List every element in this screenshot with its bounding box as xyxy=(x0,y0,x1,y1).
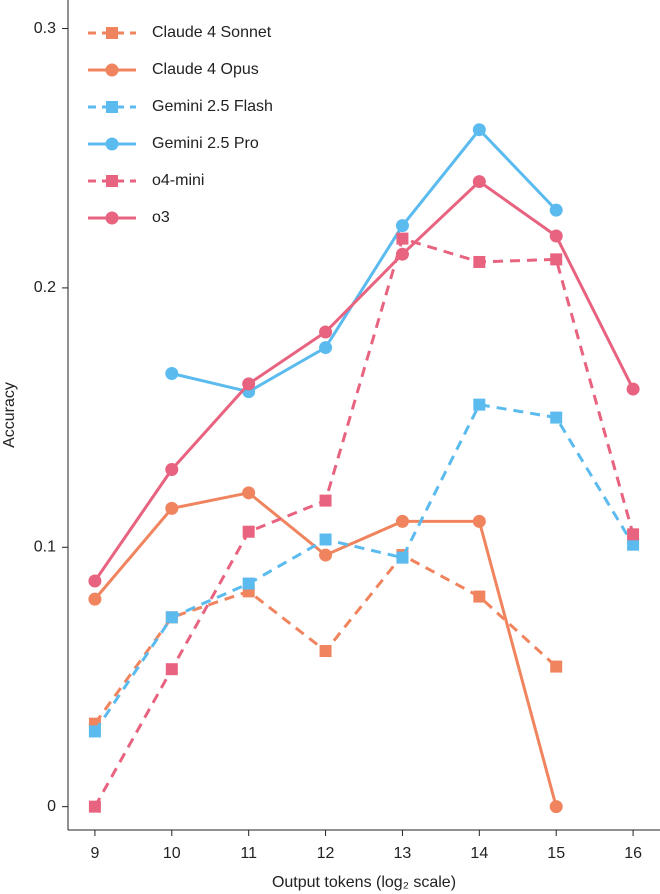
data-point xyxy=(549,800,563,814)
data-point xyxy=(396,232,409,245)
legend-label: Claude 4 Sonnet xyxy=(152,24,272,41)
x-tick-label: 15 xyxy=(547,845,565,862)
data-point xyxy=(395,219,409,233)
series-line xyxy=(93,402,635,733)
data-point xyxy=(472,514,486,528)
legend-label: Gemini 2.5 Pro xyxy=(152,135,259,152)
x-tick-label: 16 xyxy=(624,845,642,862)
legend-marker xyxy=(106,175,118,187)
x-tick-label: 10 xyxy=(163,845,181,862)
data-point xyxy=(473,398,486,411)
data-point xyxy=(242,525,255,538)
data-point xyxy=(242,577,255,590)
data-point xyxy=(472,175,486,189)
data-point xyxy=(550,660,563,673)
data-point xyxy=(165,501,179,515)
data-point xyxy=(165,611,178,624)
data-point xyxy=(88,800,101,813)
data-point xyxy=(472,123,486,137)
data-point xyxy=(473,255,486,268)
series-line xyxy=(93,179,635,582)
data-point xyxy=(319,533,332,546)
x-tick-label: 14 xyxy=(470,845,488,862)
y-tick-label: 0 xyxy=(47,798,56,815)
series-line xyxy=(93,236,635,808)
data-point xyxy=(88,725,101,738)
legend-marker xyxy=(105,137,119,151)
data-point xyxy=(319,645,332,658)
data-point xyxy=(627,538,640,551)
legend-marker xyxy=(105,211,119,225)
data-point xyxy=(165,663,178,676)
x-tick-label: 11 xyxy=(240,845,257,862)
legend-label: o3 xyxy=(152,209,170,226)
x-tick-label: 13 xyxy=(394,845,412,862)
data-point xyxy=(550,253,563,266)
x-tick-label: 12 xyxy=(317,845,335,862)
data-point xyxy=(88,592,102,606)
y-tick-label: 0.3 xyxy=(34,20,56,37)
data-point xyxy=(88,574,102,588)
series-line xyxy=(93,553,558,725)
data-point xyxy=(165,367,179,380)
x-axis-label: Output tokens (log₂ scale) xyxy=(272,874,456,891)
data-point xyxy=(165,462,179,476)
data-point xyxy=(549,229,563,243)
y-axis-label: Accuracy xyxy=(1,382,18,448)
data-point xyxy=(319,494,332,507)
legend-label: Gemini 2.5 Flash xyxy=(152,98,273,115)
data-point xyxy=(395,514,409,528)
data-point xyxy=(549,203,563,217)
data-point xyxy=(550,411,563,424)
data-point xyxy=(395,247,409,261)
y-tick-label: 0.2 xyxy=(34,279,56,296)
legend-marker xyxy=(105,63,119,77)
data-point xyxy=(626,382,640,396)
series-line xyxy=(171,127,558,394)
legend-label: Claude 4 Opus xyxy=(152,61,259,78)
legend-marker xyxy=(106,101,118,113)
data-point xyxy=(396,551,409,564)
x-tick-label: 9 xyxy=(90,845,99,862)
data-point xyxy=(319,548,333,562)
data-point xyxy=(473,590,486,603)
legend-marker xyxy=(106,27,118,39)
y-tick-label: 0.1 xyxy=(34,539,56,556)
data-point xyxy=(319,341,333,355)
data-point xyxy=(319,325,333,339)
data-point xyxy=(242,486,256,500)
legend-label: o4-mini xyxy=(152,172,204,189)
data-point xyxy=(242,377,256,391)
data-point xyxy=(627,528,640,541)
